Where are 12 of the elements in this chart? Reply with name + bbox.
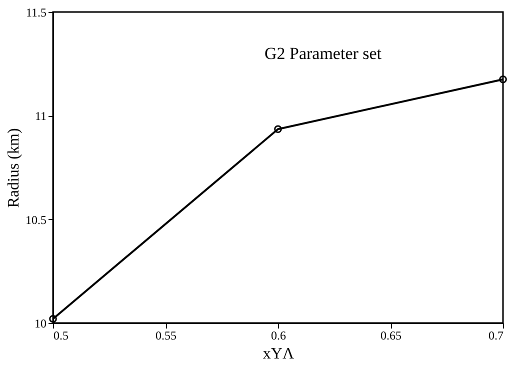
x-tick-label: 0.6 xyxy=(271,328,286,342)
y-axis-title: Radius (km) xyxy=(6,128,22,208)
x-tick-label: 0.55 xyxy=(156,328,176,342)
y-tick-label: 10 xyxy=(34,316,46,330)
x-tick-label: 0.7 xyxy=(488,328,504,342)
y-tick-label: 10.5 xyxy=(26,212,46,227)
x-tick-label: 0.65 xyxy=(380,328,402,342)
y-tick-label: 11.5 xyxy=(26,6,46,20)
x-axis-title: xYΛ xyxy=(262,346,294,362)
annotation: G2 Parameter set xyxy=(264,44,382,63)
x-tick-label: 0.5 xyxy=(54,328,68,342)
y-tick-label: 11 xyxy=(34,109,46,124)
